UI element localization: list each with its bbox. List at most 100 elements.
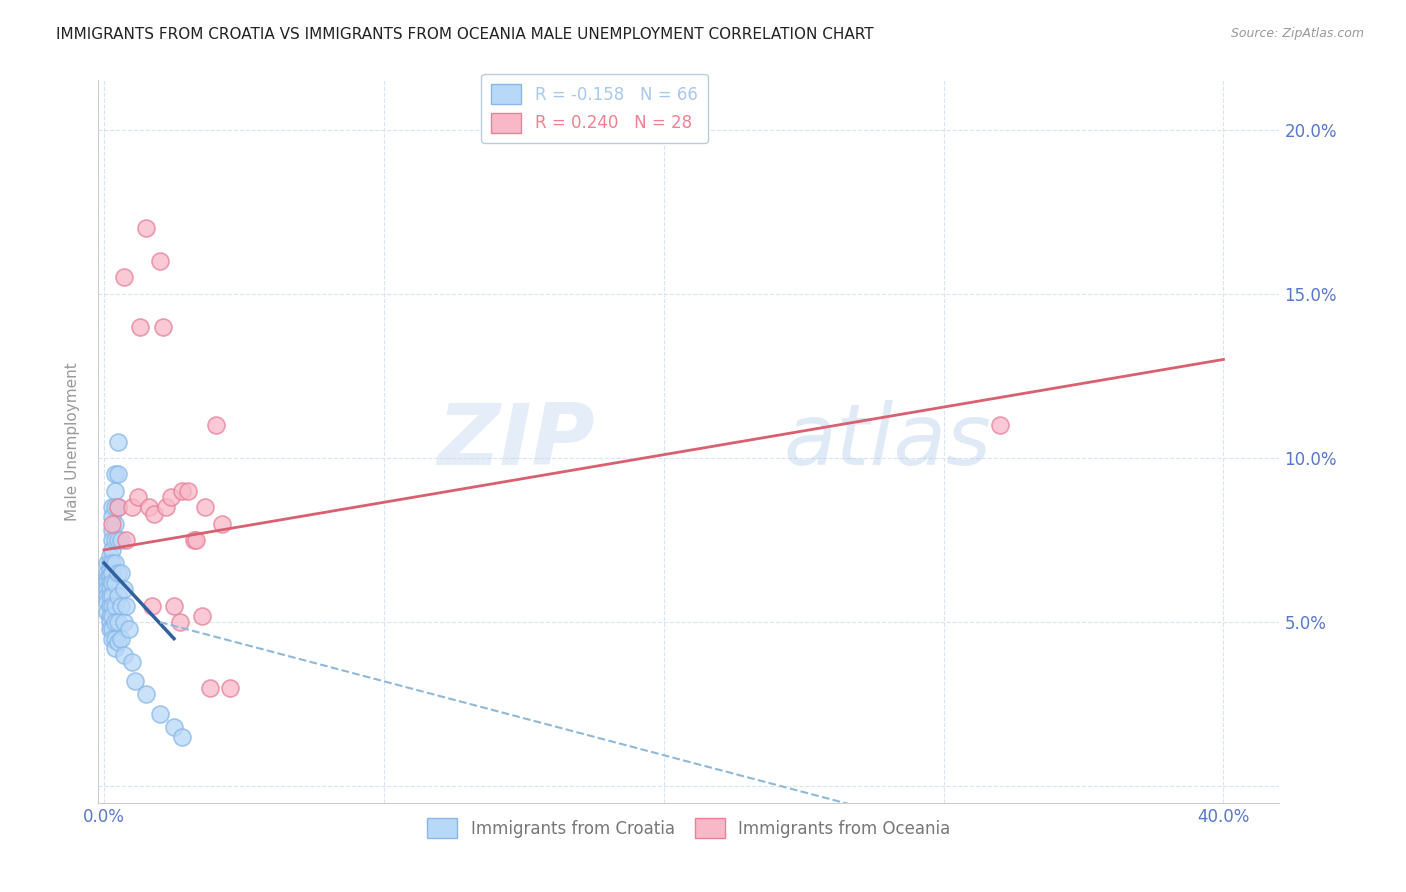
Point — [96, 573, 118, 587]
Point — [129, 319, 152, 334]
Point — [138, 500, 160, 515]
Text: Source: ZipAtlas.com: Source: ZipAtlas.com — [1230, 27, 1364, 40]
Y-axis label: Male Unemployment: Male Unemployment — [65, 362, 80, 521]
Point — [98, 582, 121, 597]
Point — [121, 500, 143, 515]
Point — [169, 615, 191, 630]
Point — [107, 500, 129, 515]
Point — [104, 575, 127, 590]
Point — [152, 319, 174, 334]
Point — [101, 556, 124, 570]
Point — [143, 507, 166, 521]
Point — [101, 500, 124, 515]
Point — [194, 500, 217, 515]
Point — [149, 707, 172, 722]
Point — [112, 648, 135, 662]
Point — [96, 605, 118, 619]
Point — [101, 599, 124, 613]
Point — [124, 674, 146, 689]
Point — [118, 622, 141, 636]
Point — [110, 566, 132, 580]
Point — [104, 641, 127, 656]
Point — [96, 575, 118, 590]
Point — [219, 681, 242, 695]
Point — [107, 615, 129, 630]
Point — [101, 632, 124, 646]
Point — [96, 582, 118, 597]
Point — [104, 599, 127, 613]
Point — [110, 599, 132, 613]
Point — [135, 221, 157, 235]
Point — [988, 418, 1011, 433]
Point — [101, 575, 124, 590]
Point — [211, 516, 233, 531]
Point — [101, 523, 124, 537]
Point — [149, 253, 172, 268]
Point — [183, 533, 205, 547]
Legend: Immigrants from Croatia, Immigrants from Oceania: Immigrants from Croatia, Immigrants from… — [420, 812, 957, 845]
Point — [205, 418, 228, 433]
Point — [101, 589, 124, 603]
Point — [115, 533, 138, 547]
Point — [101, 608, 124, 623]
Point — [177, 483, 200, 498]
Point — [107, 635, 129, 649]
Point — [96, 556, 118, 570]
Point — [172, 483, 194, 498]
Point — [98, 615, 121, 630]
Point — [104, 516, 127, 531]
Point — [163, 720, 186, 734]
Point — [98, 569, 121, 583]
Point — [112, 582, 135, 597]
Text: atlas: atlas — [783, 400, 991, 483]
Point — [98, 575, 121, 590]
Point — [135, 687, 157, 701]
Point — [141, 599, 163, 613]
Point — [115, 599, 138, 613]
Point — [96, 589, 118, 603]
Point — [107, 566, 129, 580]
Point — [104, 483, 127, 498]
Point — [127, 491, 149, 505]
Point — [107, 533, 129, 547]
Point — [191, 608, 214, 623]
Point — [101, 510, 124, 524]
Point — [107, 434, 129, 449]
Point — [101, 533, 124, 547]
Point — [110, 533, 132, 547]
Point — [172, 730, 194, 744]
Point — [104, 467, 127, 482]
Point — [110, 632, 132, 646]
Point — [104, 556, 127, 570]
Point — [160, 491, 183, 505]
Point — [186, 533, 208, 547]
Point — [200, 681, 222, 695]
Point — [98, 549, 121, 564]
Point — [96, 566, 118, 580]
Point — [101, 516, 124, 531]
Point — [163, 599, 186, 613]
Point — [98, 622, 121, 636]
Text: ZIP: ZIP — [437, 400, 595, 483]
Point — [107, 500, 129, 515]
Point — [101, 542, 124, 557]
Text: IMMIGRANTS FROM CROATIA VS IMMIGRANTS FROM OCEANIA MALE UNEMPLOYMENT CORRELATION: IMMIGRANTS FROM CROATIA VS IMMIGRANTS FR… — [56, 27, 875, 42]
Point — [121, 655, 143, 669]
Point — [112, 270, 135, 285]
Point — [112, 615, 135, 630]
Point — [98, 563, 121, 577]
Point — [101, 566, 124, 580]
Point — [98, 608, 121, 623]
Point — [96, 595, 118, 609]
Point — [101, 622, 124, 636]
Point — [155, 500, 177, 515]
Point — [104, 533, 127, 547]
Point — [104, 632, 127, 646]
Point — [107, 467, 129, 482]
Point — [98, 589, 121, 603]
Point — [98, 599, 121, 613]
Point — [107, 589, 129, 603]
Point — [98, 556, 121, 570]
Point — [104, 500, 127, 515]
Point — [104, 615, 127, 630]
